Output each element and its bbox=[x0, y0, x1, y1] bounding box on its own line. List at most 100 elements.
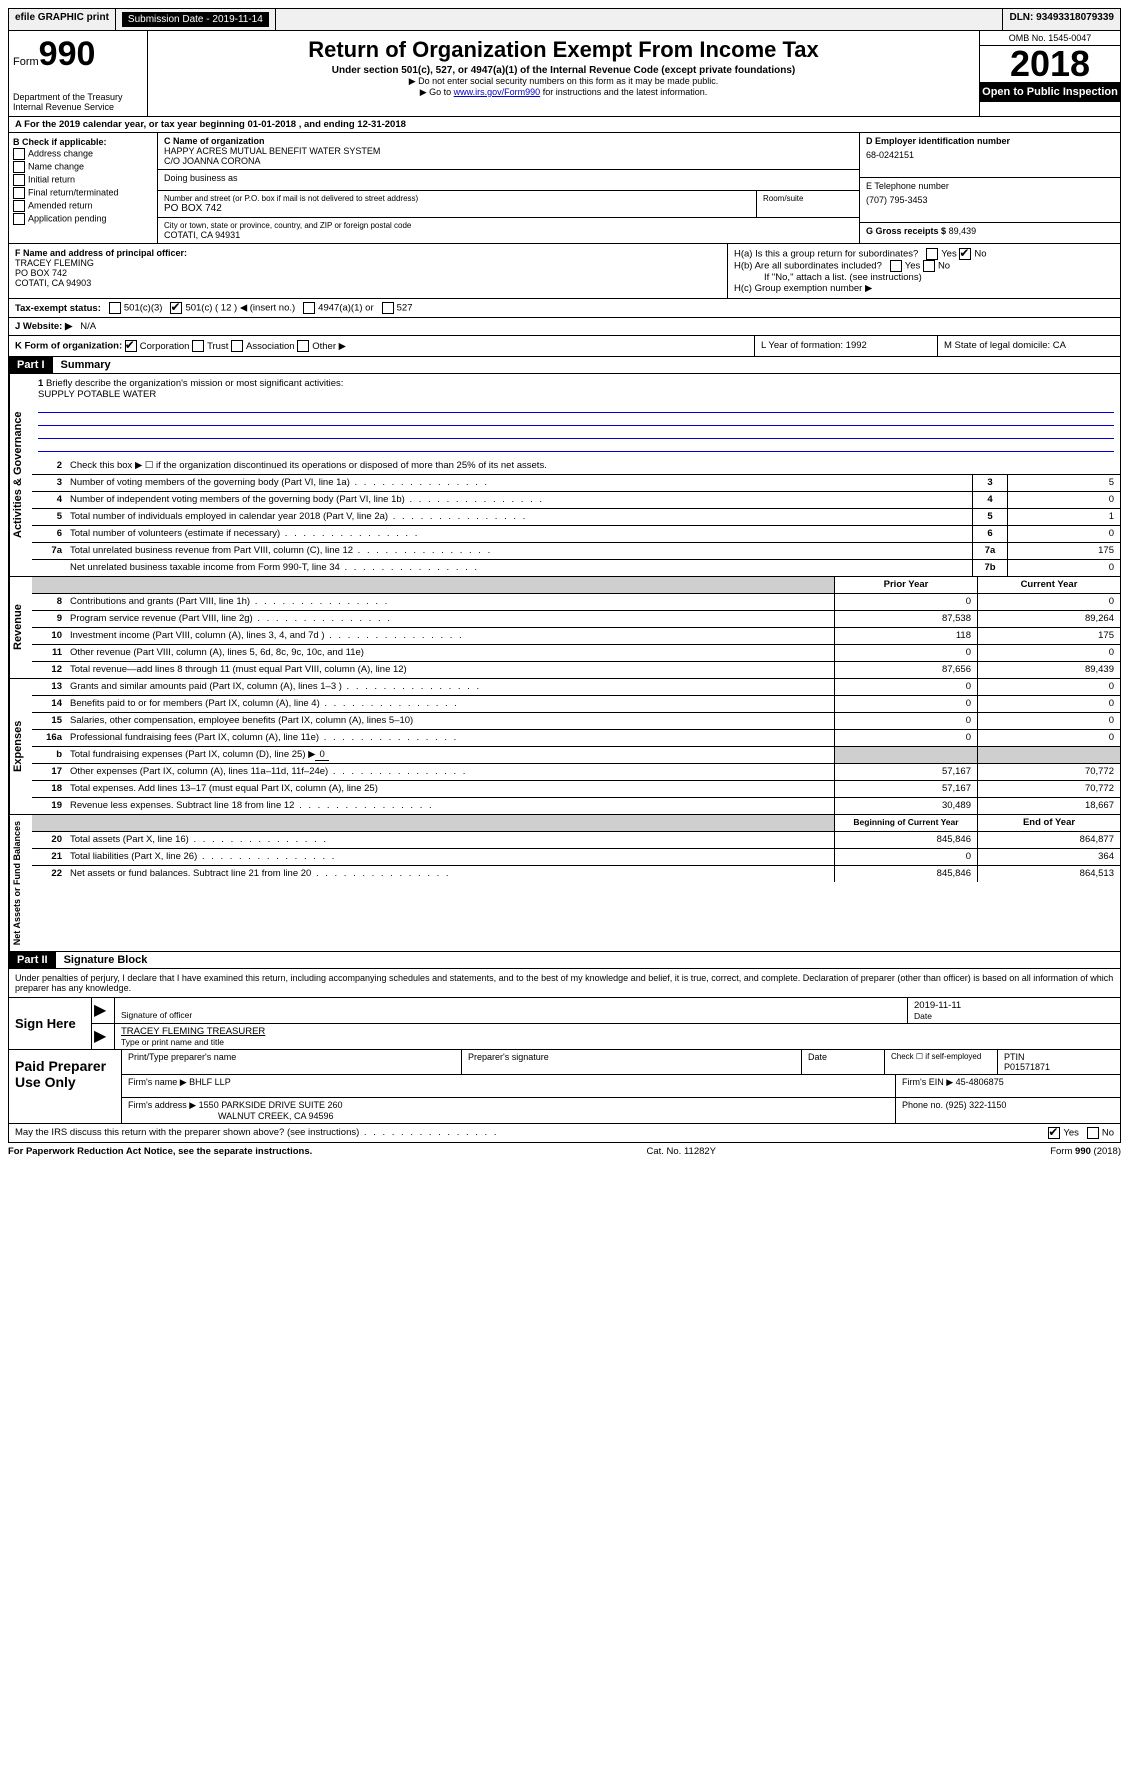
l14-cy: 0 bbox=[977, 696, 1120, 712]
cb-501c[interactable]: 501(c) ( 12 ) ◀ (insert no.) bbox=[170, 302, 295, 314]
l14-desc: Benefits paid to or for members (Part IX… bbox=[66, 696, 834, 712]
l7b-desc: Net unrelated business taxable income fr… bbox=[66, 560, 972, 576]
vtab-netassets: Net Assets or Fund Balances bbox=[9, 815, 32, 951]
box-b: B Check if applicable: Address change Na… bbox=[9, 133, 158, 243]
hdr-begin-year: Beginning of Current Year bbox=[834, 815, 977, 831]
cb-final-return[interactable]: Final return/terminated bbox=[13, 187, 153, 199]
ein-label: D Employer identification number bbox=[866, 136, 1114, 146]
part2-badge: Part II bbox=[9, 952, 56, 968]
org-co: C/O JOANNA CORONA bbox=[164, 156, 853, 166]
l10-desc: Investment income (Part VIII, column (A)… bbox=[66, 628, 834, 644]
cb-corp[interactable]: Corporation bbox=[125, 341, 190, 352]
dba-cell: Doing business as bbox=[158, 170, 859, 191]
dept-treasury: Department of the Treasury bbox=[13, 92, 143, 102]
box-c: C Name of organization HAPPY ACRES MUTUA… bbox=[158, 133, 859, 243]
room-label: Room/suite bbox=[757, 191, 859, 217]
section-fh: F Name and address of principal officer:… bbox=[8, 244, 1121, 299]
l5-val: 1 bbox=[1007, 509, 1120, 525]
l1-desc: Briefly describe the organization's miss… bbox=[46, 378, 344, 389]
dept-irs: Internal Revenue Service bbox=[13, 102, 143, 112]
box-b-header: B Check if applicable: bbox=[13, 137, 153, 147]
form-number: 990 bbox=[39, 35, 96, 73]
vtab-expenses: Expenses bbox=[9, 679, 32, 814]
cb-address-change[interactable]: Address change bbox=[13, 148, 153, 160]
cb-other[interactable]: Other ▶ bbox=[297, 341, 346, 352]
preparer-date-hdr: Date bbox=[802, 1050, 885, 1074]
l7a-val: 175 bbox=[1007, 543, 1120, 559]
top-bar: efile GRAPHIC print Submission Date - 20… bbox=[8, 8, 1121, 31]
l3-val: 5 bbox=[1007, 475, 1120, 491]
part1-title: Summary bbox=[53, 357, 119, 373]
officer-signature[interactable]: Signature of officer bbox=[115, 998, 907, 1023]
footer: For Paperwork Reduction Act Notice, see … bbox=[8, 1143, 1121, 1160]
l8-desc: Contributions and grants (Part VIII, lin… bbox=[66, 594, 834, 610]
l22-desc: Net assets or fund balances. Subtract li… bbox=[66, 866, 834, 882]
l4-val: 0 bbox=[1007, 492, 1120, 508]
tax-status-label: Tax-exempt status: bbox=[15, 303, 101, 314]
mission-text: SUPPLY POTABLE WATER bbox=[38, 389, 156, 400]
submission-date: Submission Date - 2019-11-14 bbox=[116, 9, 276, 30]
ein-value: 68-0242151 bbox=[866, 150, 1114, 160]
l12-py: 87,656 bbox=[834, 662, 977, 678]
cb-initial-return[interactable]: Initial return bbox=[13, 174, 153, 186]
gross-value: 89,439 bbox=[949, 226, 977, 236]
l13-py: 0 bbox=[834, 679, 977, 695]
l17-cy: 70,772 bbox=[977, 764, 1120, 780]
officer-label: F Name and address of principal officer: bbox=[15, 248, 721, 258]
l6-desc: Total number of volunteers (estimate if … bbox=[66, 526, 972, 542]
cb-trust[interactable]: Trust bbox=[192, 341, 228, 352]
arrow-icon: ▶ bbox=[92, 1024, 115, 1049]
paid-preparer: Paid Preparer Use Only Print/Type prepar… bbox=[9, 1049, 1120, 1123]
cb-name-change[interactable]: Name change bbox=[13, 161, 153, 173]
officer-addr2: COTATI, CA 94903 bbox=[15, 278, 721, 288]
l22-cy: 864,513 bbox=[977, 866, 1120, 882]
h-b-note: If "No," attach a list. (see instruction… bbox=[734, 272, 1114, 283]
dba-label: Doing business as bbox=[164, 173, 238, 183]
arrow-icon: ▶ bbox=[92, 998, 115, 1023]
l6-val: 0 bbox=[1007, 526, 1120, 542]
l15-desc: Salaries, other compensation, employee b… bbox=[66, 713, 834, 729]
city-label: City or town, state or province, country… bbox=[164, 221, 853, 230]
l17-py: 57,167 bbox=[834, 764, 977, 780]
hdr-end-year: End of Year bbox=[977, 815, 1120, 831]
l16a-desc: Professional fundraising fees (Part IX, … bbox=[66, 730, 834, 746]
form-header: Form990 Department of the Treasury Inter… bbox=[8, 31, 1121, 117]
preparer-name-hdr: Print/Type preparer's name bbox=[122, 1050, 462, 1074]
box-deg: D Employer identification number 68-0242… bbox=[859, 133, 1120, 243]
l16b-desc: Total fundraising expenses (Part IX, col… bbox=[66, 747, 834, 763]
city-cell: City or town, state or province, country… bbox=[158, 218, 859, 243]
l12-cy: 89,439 bbox=[977, 662, 1120, 678]
dln: DLN: 93493318079339 bbox=[1003, 9, 1120, 30]
vtab-revenue: Revenue bbox=[9, 577, 32, 678]
l13-cy: 0 bbox=[977, 679, 1120, 695]
footer-left: For Paperwork Reduction Act Notice, see … bbox=[8, 1146, 312, 1157]
l20-cy: 864,877 bbox=[977, 832, 1120, 848]
l11-py: 0 bbox=[834, 645, 977, 661]
l16a-cy: 0 bbox=[977, 730, 1120, 746]
cb-501c3[interactable]: 501(c)(3) bbox=[109, 302, 163, 314]
officer-name: TRACEY FLEMING bbox=[15, 258, 721, 268]
form990-link[interactable]: www.irs.gov/Form990 bbox=[454, 87, 541, 97]
cb-app-pending[interactable]: Application pending bbox=[13, 213, 153, 225]
l7a-desc: Total unrelated business revenue from Pa… bbox=[66, 543, 972, 559]
street-label: Number and street (or P.O. box if mail i… bbox=[164, 194, 750, 203]
box-d: D Employer identification number 68-0242… bbox=[860, 133, 1120, 178]
l14-py: 0 bbox=[834, 696, 977, 712]
cb-4947[interactable]: 4947(a)(1) or bbox=[303, 302, 373, 314]
hdr-current-year: Current Year bbox=[977, 577, 1120, 593]
h-a: H(a) Is this a group return for subordin… bbox=[734, 248, 1114, 260]
box-g: G Gross receipts $ 89,439 bbox=[860, 223, 1120, 243]
l7b-val: 0 bbox=[1007, 560, 1120, 576]
tax-year: 2018 bbox=[980, 46, 1120, 82]
part2-header: Part II Signature Block bbox=[8, 952, 1121, 969]
cb-527[interactable]: 527 bbox=[382, 302, 413, 314]
spacer bbox=[276, 9, 1004, 30]
cb-assoc[interactable]: Association bbox=[231, 341, 295, 352]
l9-cy: 89,264 bbox=[977, 611, 1120, 627]
line-1: 1 Briefly describe the organization's mi… bbox=[32, 374, 1120, 458]
row-a-period: A For the 2019 calendar year, or tax yea… bbox=[8, 117, 1121, 133]
part1-badge: Part I bbox=[9, 357, 53, 373]
form-word: Form bbox=[13, 56, 39, 68]
goto-suffix: for instructions and the latest informat… bbox=[540, 87, 707, 97]
cb-amended[interactable]: Amended return bbox=[13, 200, 153, 212]
